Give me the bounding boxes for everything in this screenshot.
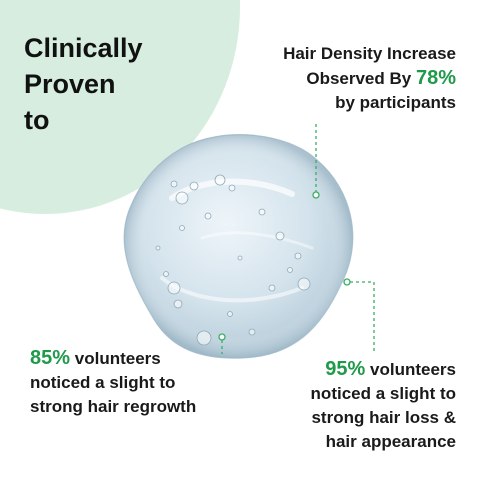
headline-line-1: Clinically [24, 33, 143, 63]
stat-left-line-1: 85% volunteers [30, 346, 196, 371]
stat-left-suffix: volunteers [74, 349, 161, 368]
headline-line-3: to [24, 105, 50, 135]
stat-top-line-3: by participants [335, 93, 456, 112]
stat-regrowth: 85% volunteers noticed a slight to stron… [30, 346, 196, 419]
gel-droplet-icon [112, 128, 368, 368]
stat-left-line-2: noticed a slight to [30, 373, 176, 392]
stat-top-percent: 78% [415, 67, 456, 89]
stat-left-line-3: strong hair regrowth [30, 397, 197, 416]
stat-right-line-2: noticed a slight to [310, 384, 456, 403]
stat-right-line-1: 95% volunteers [311, 357, 456, 382]
stat-top-prefix: Observed By [306, 69, 412, 88]
headline-line-2: Proven [24, 69, 116, 99]
stat-right-suffix: volunteers [370, 360, 456, 379]
stat-hair-density: Hair Density Increase Observed By 78% by… [283, 42, 456, 115]
stat-left-percent: 85% [30, 347, 71, 369]
stat-right-line-3: strong hair loss & [311, 408, 456, 427]
stat-top-line-2: Observed By 78% [283, 66, 456, 91]
stat-top-line-1: Hair Density Increase [283, 44, 456, 63]
stat-right-percent: 95% [325, 358, 366, 380]
stat-hair-loss: 95% volunteers noticed a slight to stron… [311, 357, 456, 454]
headline: Clinically Proven to [24, 30, 143, 138]
stat-right-line-4: hair appearance [325, 432, 456, 451]
